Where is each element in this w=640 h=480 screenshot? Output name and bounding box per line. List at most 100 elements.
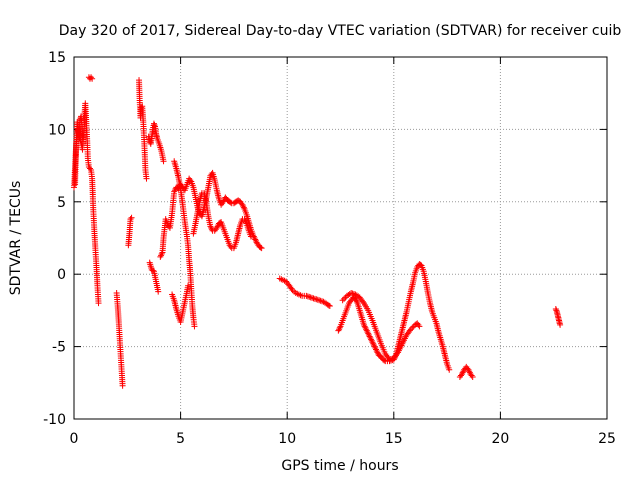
x-tick-label: 15	[385, 431, 403, 447]
data-point	[466, 368, 473, 375]
data-point	[325, 302, 332, 309]
data-point	[373, 346, 380, 353]
data-point	[240, 203, 247, 210]
data-point	[363, 327, 370, 334]
data-point	[459, 371, 466, 378]
data-point	[372, 345, 379, 352]
data-point	[335, 327, 342, 334]
data-point	[409, 324, 416, 331]
data-point	[252, 237, 259, 244]
data-point	[208, 224, 215, 231]
data-point	[381, 357, 388, 364]
data-point	[469, 374, 476, 381]
data-point	[365, 332, 372, 339]
data-point	[362, 324, 369, 331]
data-point	[158, 250, 165, 257]
data-point	[158, 252, 165, 259]
data-point	[242, 219, 249, 226]
data-point	[446, 366, 453, 373]
data-point	[359, 298, 366, 305]
data-point	[368, 336, 375, 343]
data-point	[157, 253, 164, 260]
data-point	[220, 198, 227, 205]
data-point	[88, 74, 95, 81]
axis-ticks: 0 5 10 15 20 25 -10 -5 0 5 10 15	[43, 50, 616, 447]
data-point	[191, 323, 198, 330]
x-tick-label: 5	[176, 431, 185, 447]
data-point	[288, 285, 295, 292]
data-point	[86, 165, 93, 172]
data-point	[373, 347, 380, 354]
x-axis-label: GPS time / hours	[281, 458, 398, 474]
data-point	[415, 321, 422, 328]
data-point	[353, 298, 360, 305]
data-point	[369, 339, 376, 346]
y-tick-label: 0	[57, 267, 66, 283]
data-point	[465, 366, 472, 373]
data-point	[252, 236, 259, 243]
data-point	[341, 295, 348, 302]
data-point	[187, 177, 194, 184]
data-point	[371, 343, 378, 350]
data-point	[368, 337, 375, 344]
data-point	[95, 300, 102, 307]
data-point	[361, 323, 368, 330]
data-point	[242, 217, 249, 224]
y-axis-label: SDTVAR / TECUs	[8, 181, 24, 296]
data-point	[251, 235, 258, 241]
data-point	[353, 297, 360, 304]
data-point	[339, 297, 346, 304]
data-point	[360, 321, 367, 328]
y-tick-label: 5	[57, 195, 66, 211]
data-point	[552, 305, 559, 312]
data-points	[71, 74, 564, 389]
x-tick-label: 20	[491, 431, 509, 447]
y-tick-label: -5	[52, 340, 66, 356]
data-point	[138, 104, 145, 111]
data-point	[171, 188, 178, 195]
data-point	[143, 175, 150, 182]
data-point	[365, 330, 372, 337]
data-point	[416, 323, 423, 330]
data-point	[326, 303, 333, 310]
data-point	[240, 204, 247, 211]
data-point	[336, 324, 343, 331]
data-point	[557, 321, 564, 328]
y-tick-label: -10	[43, 412, 66, 428]
data-point	[89, 75, 96, 82]
data-point	[459, 369, 466, 376]
data-point	[407, 326, 414, 333]
plot-frame	[73, 56, 608, 420]
data-point	[127, 216, 134, 223]
data-point	[149, 267, 156, 274]
data-point	[247, 233, 254, 240]
data-point	[151, 122, 158, 129]
data-point	[150, 120, 157, 127]
data-point	[79, 146, 86, 153]
data-point	[258, 245, 265, 252]
data-point	[128, 214, 135, 221]
x-tick-label: 25	[598, 431, 616, 447]
data-point	[207, 223, 214, 230]
data-point	[119, 382, 126, 389]
data-point	[160, 158, 167, 165]
data-point	[393, 350, 400, 357]
data-point	[155, 288, 162, 295]
data-point	[241, 216, 248, 223]
data-point	[364, 329, 371, 336]
x-tick-label: 10	[278, 431, 296, 447]
y-tick-label: 15	[48, 50, 66, 66]
y-tick-label: 10	[48, 122, 66, 138]
x-tick-label: 0	[70, 431, 79, 447]
data-point	[336, 326, 343, 333]
data-point	[370, 342, 377, 349]
data-point	[468, 372, 475, 379]
data-point	[185, 282, 192, 289]
data-point	[367, 334, 374, 341]
grid-lines	[74, 57, 607, 419]
data-point	[370, 340, 377, 347]
data-point	[374, 349, 381, 356]
data-point	[553, 307, 560, 314]
